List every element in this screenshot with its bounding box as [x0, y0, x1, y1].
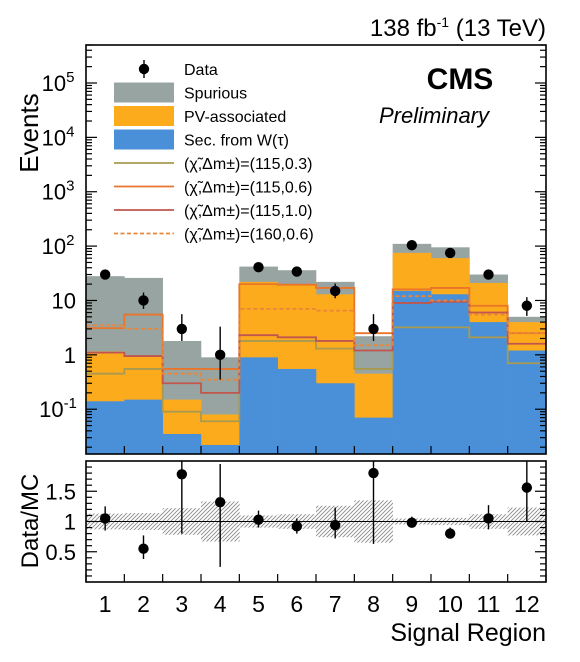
x-tick-label-3: 3	[175, 591, 188, 617]
x-tick-label-10: 10	[437, 591, 463, 617]
sec-bar-3	[162, 433, 202, 454]
ratio-point-12	[521, 482, 533, 493]
ratio-axis-ticks: 0.511.51 2 3 4 5 6 7 8 9 10 11 12	[45, 466, 547, 617]
y-tick-label: 103	[42, 178, 75, 205]
sec-bar-1	[86, 401, 125, 454]
x-tick-label-11: 11	[477, 591, 501, 617]
x-tick-label-12: 12	[514, 591, 540, 617]
signal-line-sig_115_03	[86, 326, 546, 423]
legend-swatch	[114, 82, 174, 103]
sec-bar-10	[431, 294, 470, 454]
x-tick-label-8: 8	[367, 591, 380, 617]
ratio-point-3	[176, 469, 188, 480]
ratio-point-8	[368, 467, 379, 479]
data-point-11	[483, 269, 494, 280]
data-point-8	[368, 323, 379, 335]
x-axis-label: Signal Region	[390, 619, 546, 647]
legend-swatch	[114, 129, 174, 150]
data-points	[99, 239, 533, 380]
sec-bar-6	[277, 368, 317, 454]
main-plot: 10-1 1 10 102 103 104 105 Events CMS Prelimina…	[14, 44, 547, 455]
background-stack	[86, 243, 546, 454]
legend-label: Sec. from W(τ)	[184, 133, 289, 150]
sec-bar-7	[316, 383, 355, 454]
x-tick-label-5: 5	[252, 591, 265, 617]
x-tick-label-7: 7	[329, 591, 342, 617]
legend-label: Data	[184, 62, 218, 79]
legend-swatch	[114, 106, 174, 126]
data-point-9	[406, 239, 418, 251]
y-tick-label: 104	[42, 123, 75, 150]
sec-bar-8	[354, 417, 393, 454]
preliminary-label: Preliminary	[379, 103, 491, 128]
legend-label: Spurious	[184, 86, 247, 103]
x-tick-label-1: 1	[99, 591, 112, 617]
data-point-2	[138, 295, 149, 306]
cms-label: CMS	[427, 63, 494, 96]
y-tick-label: 10	[52, 288, 76, 313]
legend-label: (χ̃,Δm±)=(115,0.6)	[184, 180, 313, 197]
x-tick-label-4: 4	[214, 591, 227, 617]
data-point-6	[291, 266, 303, 277]
ratio-y-axis-label: Data/MC	[17, 474, 44, 569]
data-point-10	[444, 247, 456, 259]
x-tick-label-9: 9	[405, 591, 418, 617]
ratio-y-tick-label: 1	[64, 510, 76, 535]
sec-bar-5	[239, 357, 278, 454]
sec-bar-2	[124, 399, 163, 454]
y-axis-label: Events	[14, 93, 44, 173]
sec-bar-11	[469, 322, 508, 454]
ratio-point-7	[329, 519, 341, 531]
ratio-point-2	[138, 543, 149, 554]
ratio-points	[99, 461, 533, 567]
data-point-4	[214, 349, 226, 361]
ratio-point-4	[214, 496, 226, 508]
sec-bar-9	[392, 290, 432, 454]
ratio-point-6	[291, 521, 303, 532]
y-tick-label: 10-1	[39, 395, 77, 422]
data-point-5	[253, 261, 264, 273]
signal-line-sig_115_06	[86, 283, 546, 370]
data-point-7	[329, 285, 341, 297]
data-point-12	[521, 300, 533, 311]
legend-label: PV-associated	[184, 109, 286, 126]
main-axis-ticks: 10-1 1 10 102 103 104 105	[39, 44, 547, 454]
ratio-y-tick-label: 1.5	[45, 479, 76, 504]
ratio-plot: 0.511.51 2 3 4 5 6 7 8 9 10 11 12 Data/MC Signal Re…	[17, 460, 547, 647]
legend-label: (χ̃,Δm±)=(115,0.3)	[184, 156, 313, 173]
y-tick-label: 102	[42, 232, 75, 259]
data-point-3	[176, 323, 188, 335]
signal-lines	[86, 283, 546, 423]
ratio-point-1	[99, 513, 111, 524]
ratio-point-5	[253, 514, 264, 525]
legend-label: (χ̃,Δm±)=(160,0.6)	[184, 227, 314, 244]
ratio-point-9	[406, 517, 418, 528]
legend-label: (χ̃,Δm±)=(115,1.0)	[184, 203, 313, 220]
ratio-y-tick-label: 0.5	[45, 540, 76, 565]
legend: Data Spurious PV-associated Sec. from W(τ) (…	[114, 60, 314, 244]
y-tick-label: 105	[42, 69, 75, 96]
sec-bar-4	[201, 444, 240, 454]
ratio-point-10	[444, 528, 456, 539]
ratio-point-11	[483, 513, 494, 524]
y-tick-label: 1	[64, 343, 76, 368]
x-tick-label-2: 2	[137, 591, 150, 617]
luminosity-label: 138 fb-1 (13 TeV)	[370, 14, 546, 42]
x-tick-label-6: 6	[290, 591, 303, 617]
data-point-1	[99, 269, 111, 280]
sec-bar-12	[507, 350, 546, 454]
legend-data-marker-dot	[138, 63, 150, 75]
